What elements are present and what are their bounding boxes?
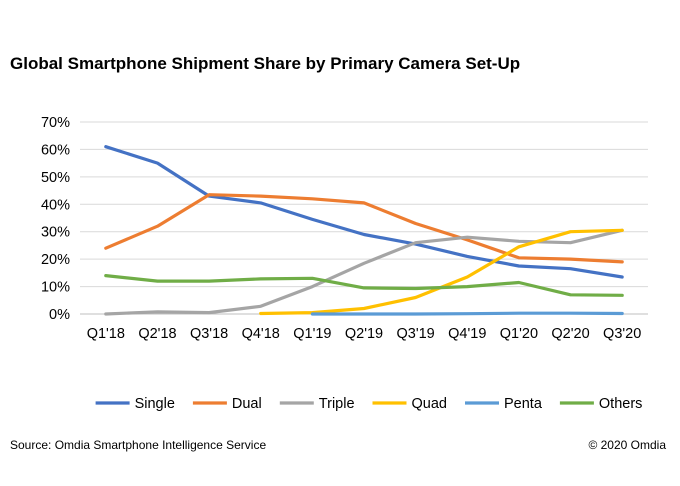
chart-title: Global Smartphone Shipment Share by Prim…: [10, 54, 521, 73]
legend-label: Others: [599, 396, 643, 412]
y-tick-label: 50%: [41, 170, 70, 186]
x-tick-label: Q1'19: [293, 326, 331, 342]
legend-item-penta: Penta: [465, 396, 543, 412]
series-line-dual: [104, 193, 624, 264]
source-note: Source: Omdia Smartphone Intelligence Se…: [10, 438, 267, 452]
legend-item-others: Others: [559, 396, 643, 412]
y-tick-label: 60%: [41, 142, 70, 158]
x-tick-label: Q1'20: [500, 326, 538, 342]
y-axis: 0% 10% 20% 30% 40% 50% 60% 70%: [41, 115, 70, 323]
legend-item-dual: Dual: [192, 396, 262, 412]
legend-label: Quad: [412, 396, 447, 412]
x-tick-label: Q2'19: [345, 326, 383, 342]
series-line-others: [104, 274, 624, 297]
x-tick-label: Q2'20: [551, 326, 589, 342]
x-tick-label: Q1'18: [87, 326, 125, 342]
x-tick-label: Q3'20: [603, 326, 641, 342]
y-tick-label: 0%: [49, 307, 70, 323]
series-line-single: [104, 145, 624, 279]
x-tick-label: Q3'18: [190, 326, 228, 342]
legend: Single Dual Triple Quad Penta Others: [95, 396, 643, 412]
series-line-penta: [310, 311, 624, 316]
x-tick-label: Q2'18: [138, 326, 176, 342]
legend-label: Penta: [504, 396, 543, 412]
x-tick-label: Q4'19: [448, 326, 486, 342]
x-axis: Q1'18 Q2'18 Q3'18 Q4'18 Q1'19 Q2'19 Q3'19 Q4'19…: [80, 313, 648, 342]
x-tick-label: Q4'18: [242, 326, 280, 342]
y-tick-label: 30%: [41, 225, 70, 241]
y-tick-label: 70%: [41, 115, 70, 131]
copyright-note: © 2020 Omdia: [588, 438, 666, 452]
legend-label: Triple: [319, 396, 355, 412]
x-tick-label: Q3'19: [397, 326, 435, 342]
y-tick-label: 40%: [41, 197, 70, 213]
legend-label: Dual: [232, 396, 262, 412]
series-line-triple: [104, 228, 624, 316]
series-lines: [104, 145, 624, 316]
y-tick-label: 10%: [41, 280, 70, 296]
legend-item-quad: Quad: [372, 396, 447, 412]
legend-item-single: Single: [95, 396, 175, 412]
y-tick-label: 20%: [41, 252, 70, 268]
legend-label: Single: [135, 396, 175, 412]
legend-item-triple: Triple: [279, 396, 355, 412]
